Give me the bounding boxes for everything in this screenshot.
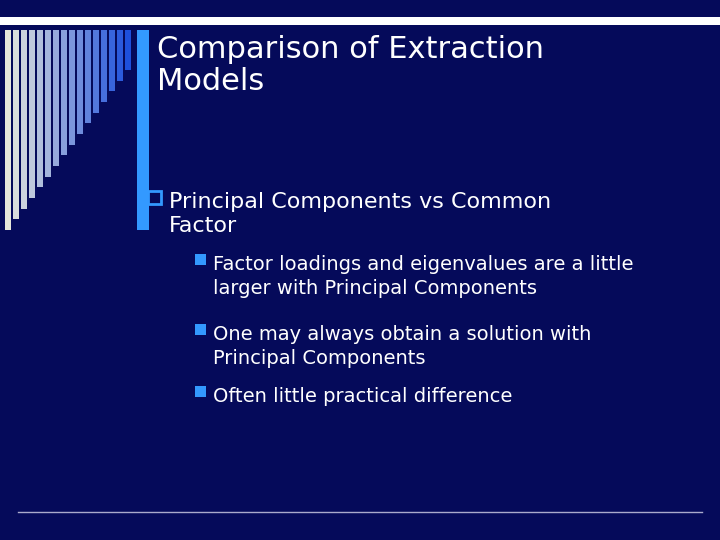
Bar <box>93 30 99 113</box>
Bar <box>101 30 107 102</box>
Bar <box>13 30 19 219</box>
Bar <box>125 30 131 70</box>
Bar <box>85 30 91 123</box>
Bar <box>195 254 206 265</box>
Text: Factor loadings and eigenvalues are a little
larger with Principal Components: Factor loadings and eigenvalues are a li… <box>213 255 634 298</box>
Bar <box>195 324 206 335</box>
Text: Often little practical difference: Often little practical difference <box>213 387 513 406</box>
Bar <box>195 386 206 397</box>
Text: Comparison of Extraction: Comparison of Extraction <box>157 35 544 64</box>
Bar <box>37 30 43 187</box>
Bar <box>77 30 83 134</box>
Bar <box>117 30 123 80</box>
Text: Models: Models <box>157 67 264 96</box>
Bar <box>69 30 75 145</box>
Bar <box>5 30 11 230</box>
Text: One may always obtain a solution with
Principal Components: One may always obtain a solution with Pr… <box>213 325 591 368</box>
Bar <box>148 191 161 204</box>
Bar <box>61 30 67 156</box>
Bar <box>45 30 51 177</box>
Text: Principal Components vs Common: Principal Components vs Common <box>169 192 551 212</box>
Bar <box>137 30 149 230</box>
Bar <box>29 30 35 198</box>
Bar <box>53 30 59 166</box>
Bar <box>21 30 27 208</box>
Text: Factor: Factor <box>169 216 238 236</box>
Bar <box>109 30 115 91</box>
Bar <box>0 17 720 25</box>
